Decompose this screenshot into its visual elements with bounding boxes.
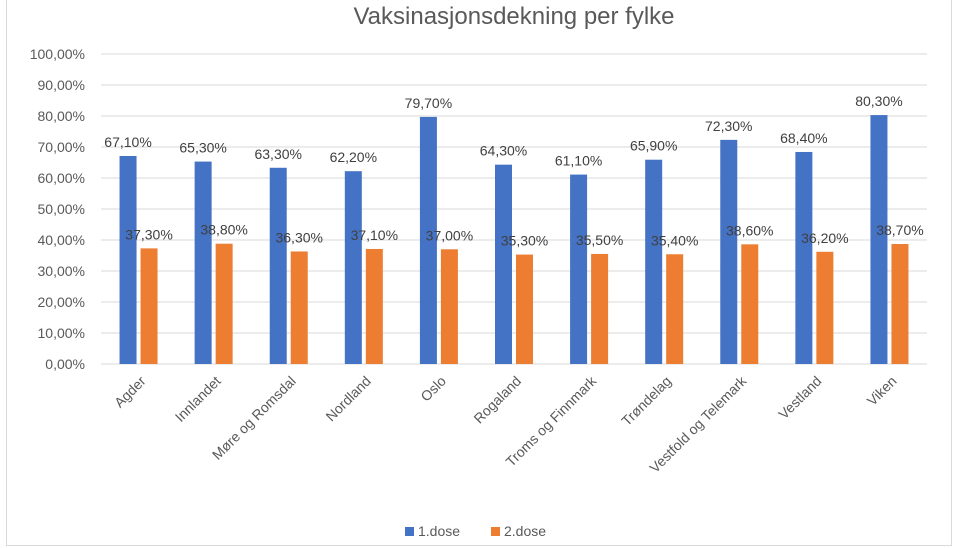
y-tick-label: 90,00% xyxy=(38,77,85,93)
data-label: 65,90% xyxy=(630,138,677,154)
data-label: 38,70% xyxy=(876,222,923,238)
y-tick-label: 100,00% xyxy=(30,46,85,62)
bar-1dose xyxy=(419,116,437,365)
x-tick-label: Oslo xyxy=(417,373,449,405)
bars xyxy=(119,115,909,365)
data-label: 35,50% xyxy=(576,232,623,248)
bar-1dose xyxy=(570,174,588,364)
data-label: 64,30% xyxy=(480,143,527,159)
legend-label: 1.dose xyxy=(418,523,460,539)
data-label: 68,40% xyxy=(780,130,827,146)
bar-2dose xyxy=(816,251,834,364)
y-tick-label: 80,00% xyxy=(38,108,85,124)
bar-1dose xyxy=(194,161,212,364)
legend-swatch xyxy=(491,527,500,536)
data-label: 35,40% xyxy=(651,232,698,248)
legend: 1.dose 2.dose xyxy=(405,523,546,539)
data-labels: 67,10% 37,30% 65,30% 38,80% 63,30% 36,30% 62,2… xyxy=(104,93,923,249)
data-label: 63,30% xyxy=(254,146,301,162)
data-label: 35,30% xyxy=(501,233,548,249)
bar-2dose xyxy=(741,244,759,364)
x-tick-label: Rogaland xyxy=(470,373,524,427)
bar-2dose xyxy=(215,243,233,364)
bar-2dose xyxy=(516,254,533,364)
legend-swatch xyxy=(405,527,414,536)
chart-frame: Vaksinasjonsdekning per fylke 0,00% 10,00… xyxy=(6,0,952,546)
y-tick-label: 20,00% xyxy=(38,294,85,310)
x-tick-label: Møre og Romsdal xyxy=(209,373,299,463)
bar-chart: Vaksinasjonsdekning per fylke 0,00% 10,00… xyxy=(30,3,927,539)
legend-label: 2.dose xyxy=(504,523,546,539)
bar-1dose xyxy=(495,164,512,364)
data-label: 36,20% xyxy=(801,230,848,246)
y-tick-label: 10,00% xyxy=(38,325,85,341)
bar-1dose xyxy=(645,159,663,364)
bar-2dose xyxy=(891,244,909,364)
data-label: 37,10% xyxy=(351,227,398,243)
y-tick-label: 0,00% xyxy=(45,356,85,372)
bar-1dose xyxy=(795,151,813,364)
data-label: 38,60% xyxy=(726,222,773,238)
data-label: 36,30% xyxy=(275,229,322,245)
y-axis-ticks: 0,00% 10,00% 20,00% 30,00% 40,00% 50,00% 60,00… xyxy=(30,46,85,372)
bar-2dose xyxy=(290,251,308,364)
bar-1dose xyxy=(870,115,888,364)
y-tick-label: 30,00% xyxy=(38,263,85,279)
data-label: 65,30% xyxy=(179,140,226,156)
x-tick-label: Viken xyxy=(864,373,900,409)
bar-2dose xyxy=(365,248,383,364)
bar-2dose xyxy=(140,248,158,364)
chart-title: Vaksinasjonsdekning per fylke xyxy=(353,3,674,30)
x-tick-label: Nordland xyxy=(322,373,373,424)
gridlines xyxy=(101,53,927,365)
x-tick-label: Trøndelag xyxy=(618,373,674,429)
data-label: 37,30% xyxy=(125,226,172,242)
bar-1dose xyxy=(119,155,137,364)
bar-2dose xyxy=(666,254,684,364)
y-tick-label: 70,00% xyxy=(38,139,85,155)
data-label: 37,00% xyxy=(426,227,473,243)
data-label: 62,20% xyxy=(330,149,377,165)
x-tick-label: Agder xyxy=(111,373,149,411)
y-tick-label: 40,00% xyxy=(38,232,85,248)
x-tick-label: Vestland xyxy=(775,373,824,422)
bar-2dose xyxy=(440,249,458,364)
y-tick-label: 50,00% xyxy=(38,201,85,217)
data-label: 72,30% xyxy=(705,118,752,134)
bar-1dose xyxy=(720,139,738,364)
y-tick-label: 60,00% xyxy=(38,170,85,186)
bar-1dose xyxy=(344,171,362,364)
data-label: 80,30% xyxy=(855,93,902,109)
data-label: 61,10% xyxy=(555,153,602,169)
data-label: 38,80% xyxy=(200,222,247,238)
x-tick-label: Innlandet xyxy=(172,373,224,425)
bar-2dose xyxy=(591,253,609,364)
data-label: 79,70% xyxy=(405,95,452,111)
data-label: 67,10% xyxy=(104,134,151,150)
bar-1dose xyxy=(269,167,287,364)
